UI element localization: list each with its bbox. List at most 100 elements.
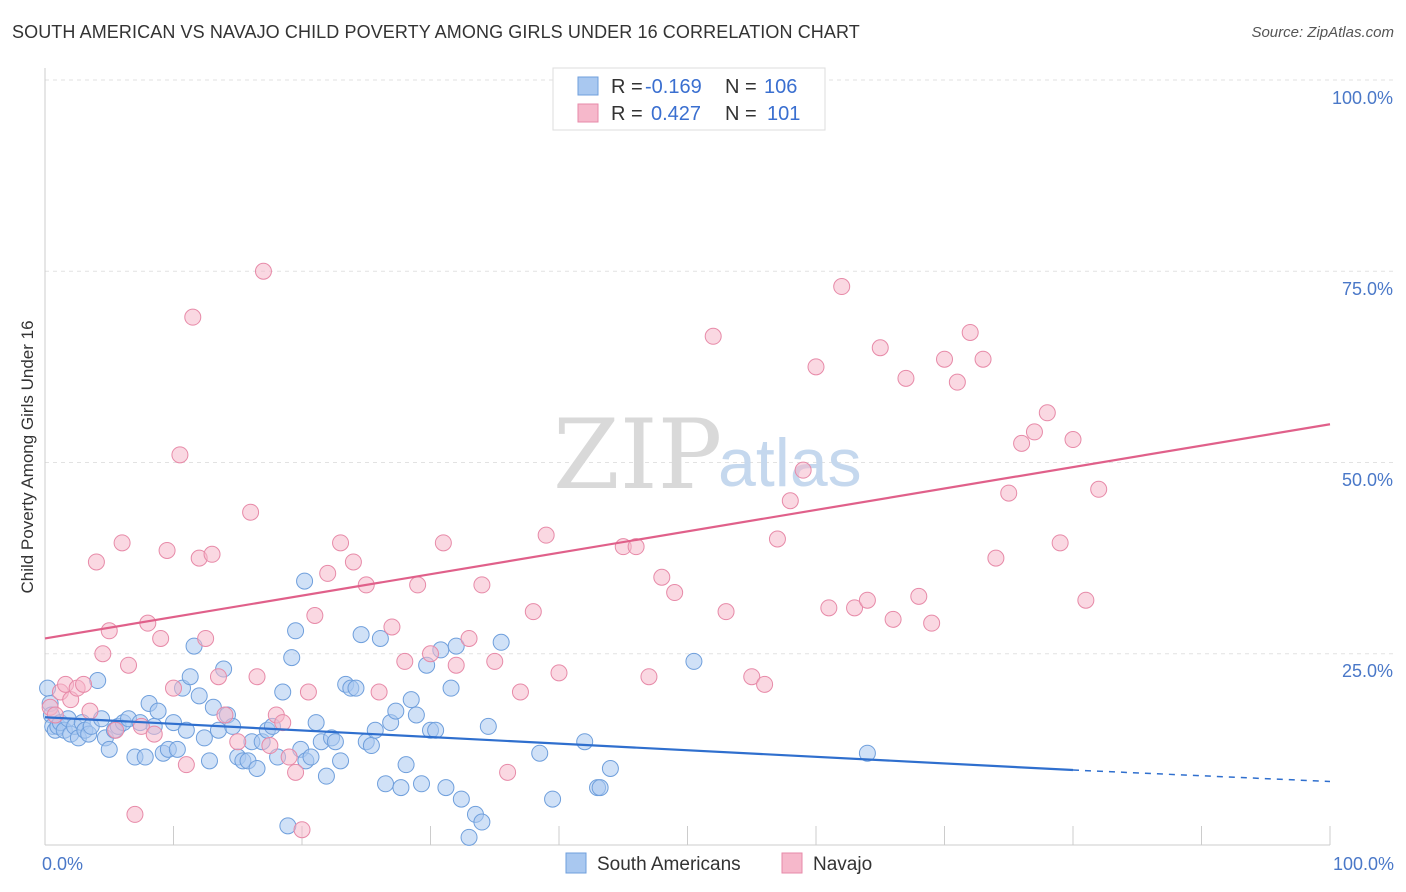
navajo-point xyxy=(409,576,427,594)
navajo-point xyxy=(447,656,465,674)
source-label: Source: ZipAtlas.com xyxy=(1251,24,1394,41)
south-americans-point xyxy=(149,702,167,720)
south-americans-point xyxy=(473,813,491,831)
navajo-point xyxy=(203,545,221,563)
south-americans-point xyxy=(168,740,186,758)
navajo-point xyxy=(299,683,317,701)
navajo-point xyxy=(261,737,279,755)
x-tick-label-max: 100.0% xyxy=(1333,854,1394,874)
south-americans-point xyxy=(591,779,609,797)
south-americans-point xyxy=(352,626,370,644)
navajo-point xyxy=(46,706,64,724)
navajo-point xyxy=(974,350,992,368)
south-americans-point xyxy=(377,775,395,793)
legend-r-value: -0.169 xyxy=(645,76,702,98)
navajo-point xyxy=(756,675,774,693)
south-americans-point xyxy=(387,702,405,720)
navajo-point xyxy=(524,603,542,621)
navajo-point xyxy=(627,538,645,556)
navajo-point xyxy=(370,683,388,701)
south-americans-point xyxy=(274,683,292,701)
navajo-point xyxy=(306,607,324,624)
south-americans-trend-extension xyxy=(1072,769,1331,783)
south-americans-point xyxy=(181,668,199,686)
south-americans-point xyxy=(136,748,154,766)
south-americans-point xyxy=(413,775,431,793)
navajo-point xyxy=(666,584,684,602)
gridlines xyxy=(45,79,1395,655)
south-americans-point xyxy=(576,733,594,751)
south-americans-point xyxy=(544,790,562,808)
y-tick-label: 50.0% xyxy=(1342,470,1393,490)
south-americans-point xyxy=(397,756,415,774)
navajo-point xyxy=(511,683,529,701)
south-americans-point xyxy=(195,729,213,747)
navajo-point xyxy=(936,350,953,368)
navajo-point xyxy=(884,610,902,628)
navajo-point xyxy=(171,446,189,464)
navajo-point xyxy=(961,323,979,341)
south-americans-point xyxy=(366,721,384,739)
navajo-point xyxy=(858,591,876,609)
navajo-point xyxy=(987,549,1005,567)
navajo-point xyxy=(383,618,401,636)
legend-swatch-south-americans xyxy=(577,76,599,96)
legend-n-label: N = xyxy=(725,76,757,98)
navajo-point xyxy=(254,262,272,280)
navajo-point xyxy=(1000,484,1018,502)
south-americans-point xyxy=(279,817,297,835)
navajo-point xyxy=(1013,434,1031,452)
legend-r-label: R = xyxy=(611,76,643,98)
navajo-point xyxy=(653,568,671,586)
south-americans-point xyxy=(287,622,305,640)
navajo-point xyxy=(248,668,266,686)
navajo-point xyxy=(460,629,478,647)
navajo-point xyxy=(126,805,144,823)
navajo-point xyxy=(165,679,182,697)
south-americans-point xyxy=(209,721,227,739)
navajo-points xyxy=(41,71,1108,839)
navajo-point xyxy=(434,534,452,552)
navajo-point xyxy=(717,603,735,621)
navajo-point xyxy=(1077,591,1095,609)
x-axis-ticks xyxy=(44,826,1331,845)
south-americans-point xyxy=(371,629,389,647)
navajo-point xyxy=(152,629,170,647)
south-americans-point xyxy=(392,779,410,797)
navajo-point xyxy=(274,714,292,732)
navajo-point xyxy=(948,373,966,391)
south-americans-point xyxy=(460,828,478,846)
navajo-point xyxy=(473,576,491,594)
south-americans-point xyxy=(100,740,118,758)
navajo-point xyxy=(871,339,889,357)
south-americans-point xyxy=(531,744,549,762)
bottom-legend-swatch-navajo xyxy=(781,852,803,874)
navajo-trend-line xyxy=(44,423,1331,640)
south-americans-point xyxy=(407,706,425,724)
south-americans-point xyxy=(492,633,510,651)
navajo-point xyxy=(807,358,825,376)
south-americans-point xyxy=(685,652,703,670)
bottom-legend-label-navajo: Navajo xyxy=(813,854,872,875)
south-americans-point xyxy=(317,767,335,785)
navajo-point xyxy=(743,668,761,686)
navajo-point xyxy=(768,530,786,548)
south-americans-point xyxy=(427,721,445,739)
south-americans-point xyxy=(200,752,218,770)
navajo-point xyxy=(344,553,362,571)
navajo-point xyxy=(486,652,504,670)
south-americans-point xyxy=(402,691,420,709)
navajo-point xyxy=(910,587,928,605)
chart-title: SOUTH AMERICAN VS NAVAJO CHILD POVERTY A… xyxy=(12,22,860,42)
navajo-point xyxy=(75,675,93,693)
bottom-legend-label-south-americans: South Americans xyxy=(597,854,741,875)
x-tick-label-min: 0.0% xyxy=(42,854,83,874)
y-axis-label: Child Poverty Among Girls Under 16 xyxy=(18,320,37,593)
south-americans-point xyxy=(858,744,876,762)
south-americans-point xyxy=(601,760,619,777)
navajo-point xyxy=(422,645,439,663)
south-americans-point xyxy=(362,737,380,755)
legend-n-value: 106 xyxy=(764,76,797,98)
watermark-zip: ZIP xyxy=(553,399,722,511)
navajo-point xyxy=(229,733,247,751)
